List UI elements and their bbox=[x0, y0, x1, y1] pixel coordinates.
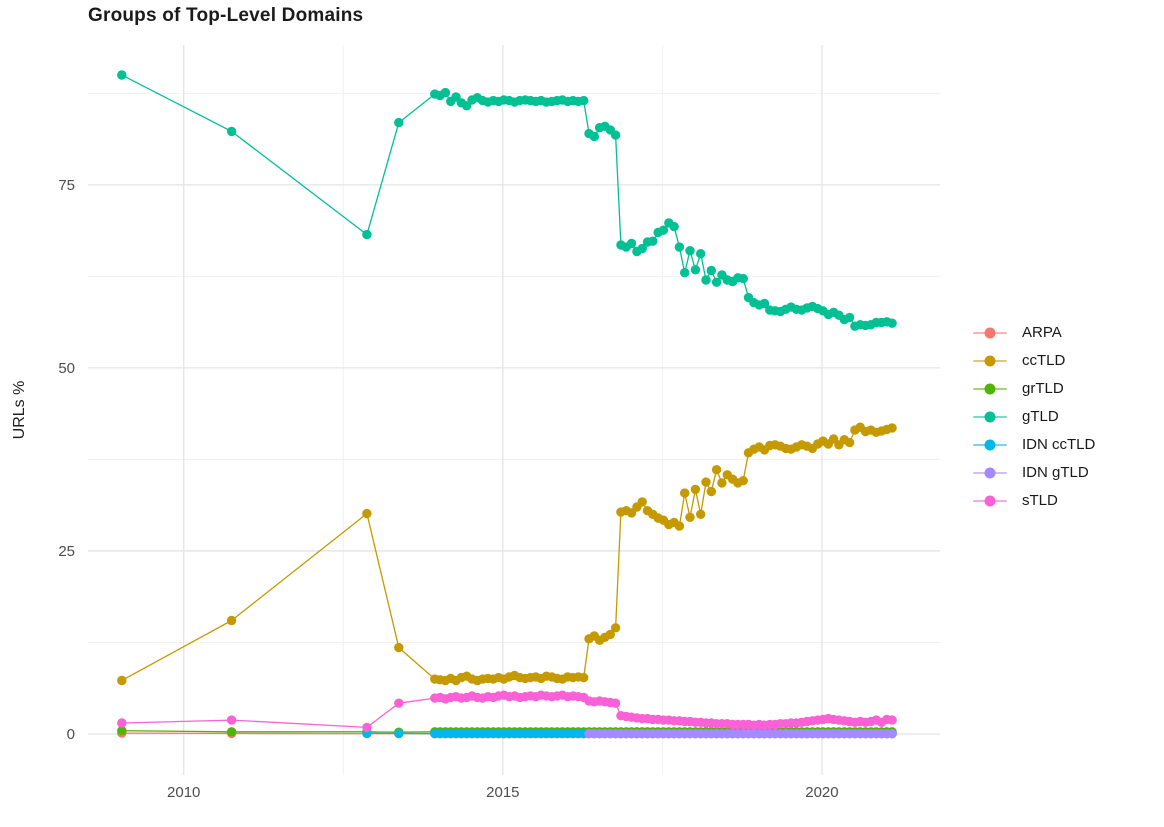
data-point-grtld bbox=[117, 726, 127, 736]
legend: ARPA ccTLD grTLD gTLD IDN ccTLD IDN gTLD sTLD bbox=[973, 322, 1095, 511]
data-point-gtld bbox=[844, 312, 855, 323]
data-point-cctld bbox=[674, 521, 685, 531]
data-point-gtld bbox=[440, 87, 451, 98]
legend-label: sTLD bbox=[1022, 492, 1058, 509]
data-point-gtld bbox=[690, 265, 701, 275]
data-point-gtld bbox=[685, 246, 695, 256]
data-point-idn-cctld bbox=[394, 728, 404, 739]
legend-key-icon bbox=[973, 494, 1007, 508]
data-point-gtld bbox=[394, 117, 404, 128]
data-point-gtld bbox=[701, 275, 711, 285]
data-point-cctld bbox=[605, 629, 615, 640]
legend-key-icon bbox=[973, 410, 1007, 424]
data-point-cctld bbox=[362, 508, 372, 519]
chart-title: Groups of Top-Level Domains bbox=[88, 5, 364, 26]
x-tick-label: 2015 bbox=[486, 784, 519, 801]
data-point-stld bbox=[394, 698, 404, 708]
y-tick-label: 50 bbox=[58, 360, 75, 377]
legend-item-stld: sTLD bbox=[973, 490, 1095, 511]
legend-key-dot bbox=[984, 467, 996, 478]
legend-label: gTLD bbox=[1022, 408, 1059, 425]
data-point-gtld bbox=[637, 243, 647, 254]
data-point-gtld bbox=[226, 126, 237, 137]
data-point-gtld bbox=[589, 131, 599, 142]
legend-key-icon bbox=[973, 326, 1007, 340]
data-point-cctld bbox=[637, 497, 647, 507]
data-point-gtld bbox=[669, 221, 679, 232]
data-point-gtld bbox=[674, 242, 685, 252]
y-axis-label: URLs % bbox=[11, 380, 28, 440]
legend-item-gtld: gTLD bbox=[973, 406, 1095, 427]
data-point-cctld bbox=[117, 675, 127, 686]
legend-key-dot bbox=[984, 495, 996, 506]
data-point-gtld bbox=[117, 70, 127, 80]
legend-item-cctld: ccTLD bbox=[973, 350, 1095, 371]
data-point-cctld bbox=[844, 437, 855, 448]
data-point-stld bbox=[117, 718, 127, 728]
data-point-gtld bbox=[759, 298, 770, 309]
legend-key-icon bbox=[973, 438, 1007, 452]
data-point-stld bbox=[226, 715, 237, 725]
legend-key-dot bbox=[984, 439, 996, 450]
legend-label: ccTLD bbox=[1022, 352, 1066, 369]
data-point-cctld bbox=[696, 509, 706, 519]
legend-key-dot bbox=[984, 383, 996, 394]
data-point-gtld bbox=[610, 130, 621, 140]
data-point-cctld bbox=[738, 476, 748, 486]
legend-key-icon bbox=[973, 354, 1007, 368]
legend-key-icon bbox=[973, 382, 1007, 396]
data-point-gtld bbox=[706, 265, 716, 276]
data-point-gtld bbox=[680, 268, 690, 278]
y-tick-label: 75 bbox=[58, 177, 75, 194]
data-point-cctld bbox=[711, 465, 722, 475]
data-point-cctld bbox=[680, 488, 690, 498]
data-point-gtld bbox=[362, 229, 372, 240]
y-tick-label: 25 bbox=[58, 543, 75, 560]
data-point-cctld bbox=[394, 642, 404, 653]
legend-label: grTLD bbox=[1022, 380, 1064, 397]
data-point-gtld bbox=[887, 318, 897, 328]
data-point-gtld bbox=[738, 273, 748, 284]
legend-key-dot bbox=[984, 355, 996, 366]
legend-label: IDN ccTLD bbox=[1022, 436, 1096, 453]
data-point-gtld bbox=[658, 225, 669, 235]
legend-item-idn-gtld: IDN gTLD bbox=[973, 462, 1095, 483]
data-point-cctld bbox=[226, 615, 237, 626]
x-tick-label: 2010 bbox=[167, 784, 200, 801]
data-point-cctld bbox=[887, 423, 897, 433]
data-point-cctld bbox=[690, 484, 701, 495]
data-point-gtld bbox=[626, 238, 637, 249]
legend-key-dot bbox=[984, 327, 996, 338]
legend-key-icon bbox=[973, 466, 1007, 480]
legend-label: ARPA bbox=[1022, 324, 1062, 341]
legend-item-idn-cctld: IDN ccTLD bbox=[973, 434, 1095, 455]
data-point-cctld bbox=[610, 623, 621, 633]
data-point-stld bbox=[610, 698, 621, 708]
series-line-gtld bbox=[121, 74, 893, 327]
data-point-idn-gtld bbox=[887, 729, 897, 739]
x-tick-label: 2020 bbox=[805, 784, 838, 801]
data-point-grtld bbox=[226, 727, 237, 737]
data-point-gtld bbox=[648, 236, 658, 246]
data-point-stld bbox=[887, 715, 897, 725]
data-point-stld bbox=[362, 722, 372, 733]
legend-key-dot bbox=[984, 411, 996, 422]
data-point-cctld bbox=[717, 478, 727, 488]
legend-item-arpa: ARPA bbox=[973, 322, 1095, 343]
data-point-cctld bbox=[706, 486, 716, 497]
data-point-cctld bbox=[685, 512, 695, 522]
legend-item-grtld: grTLD bbox=[973, 378, 1095, 399]
y-tick-label: 0 bbox=[67, 726, 75, 743]
data-point-cctld bbox=[579, 672, 589, 683]
data-point-gtld bbox=[696, 249, 706, 259]
data-point-gtld bbox=[711, 277, 722, 287]
data-point-cctld bbox=[701, 477, 711, 487]
legend-label: IDN gTLD bbox=[1022, 464, 1089, 481]
data-point-gtld bbox=[579, 95, 589, 106]
